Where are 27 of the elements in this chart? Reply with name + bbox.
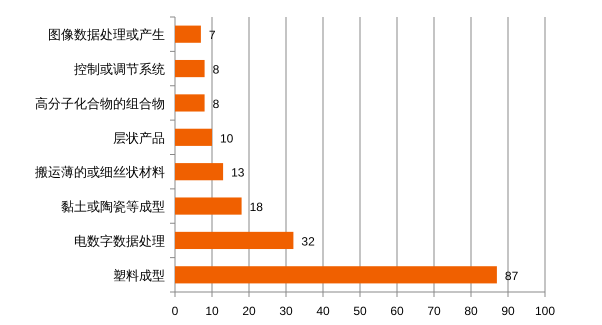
x-tick: 10	[205, 304, 219, 318]
y-tick: 搬运薄的或细丝状材料	[35, 164, 165, 180]
x-tick: 100	[534, 304, 556, 318]
data-label: 10	[220, 131, 234, 146]
x-tick: 70	[427, 304, 441, 318]
x-tick: 90	[501, 304, 515, 318]
x-tick: 40	[316, 304, 330, 318]
data-label: 13	[231, 166, 244, 180]
y-tick: 黏土或陶瓷等成型	[61, 199, 165, 214]
data-label: 8	[212, 62, 220, 77]
y-tick: 层状产品	[113, 130, 165, 146]
data-label: 8	[212, 96, 220, 111]
y-tick: 电数字数据处理	[74, 233, 165, 248]
x-tick: 30	[279, 304, 293, 318]
x-tick: 20	[242, 304, 256, 318]
y-tick: 图像数据处理或产生	[48, 27, 165, 42]
y-tick: 高分子化合物的组合物	[35, 96, 165, 111]
y-tick: 塑料成型	[113, 268, 165, 283]
x-tick: 50	[353, 304, 367, 318]
data-label: 18	[250, 200, 263, 214]
data-label: 32	[301, 234, 315, 248]
data-label: 7	[208, 28, 216, 42]
x-tick: 80	[464, 304, 478, 318]
data-label: 87	[504, 268, 518, 283]
x-tick: 60	[390, 304, 404, 318]
x-tick: 0	[172, 304, 178, 318]
y-tick: 控制或调节系统	[74, 62, 165, 77]
